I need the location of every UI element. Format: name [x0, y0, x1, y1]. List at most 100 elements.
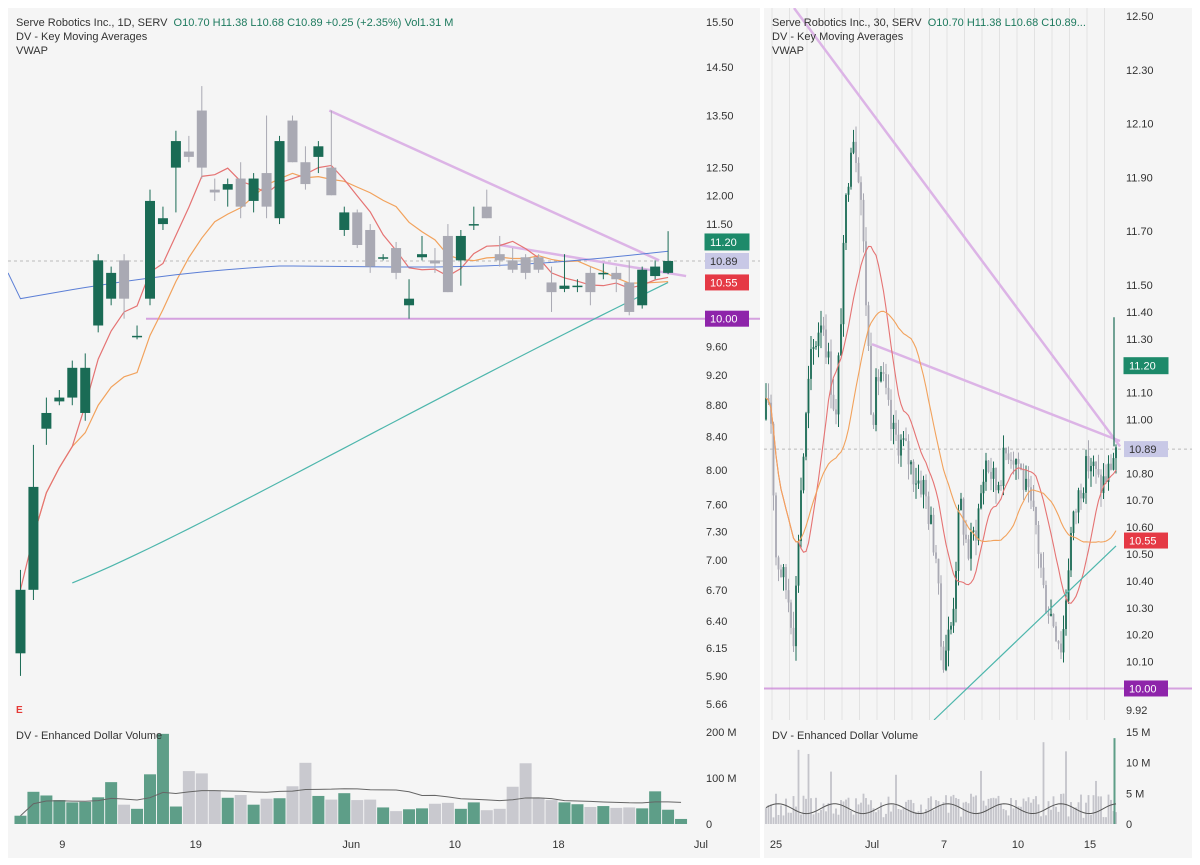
intraday-candle-body[interactable] [1092, 461, 1095, 466]
candle-body[interactable] [67, 367, 78, 398]
intraday-volume-bar[interactable] [902, 807, 905, 824]
candle-body[interactable] [494, 254, 505, 261]
intraday-candle-body[interactable] [860, 182, 862, 200]
intraday-candle-body[interactable] [1077, 490, 1080, 513]
intraday-candle-body[interactable] [912, 461, 915, 485]
intraday-candle-body[interactable] [890, 399, 892, 430]
intraday-candle-body[interactable] [895, 422, 897, 435]
intraday-volume-bar[interactable] [1055, 806, 1057, 824]
intraday-volume-bar[interactable] [1070, 802, 1072, 824]
intraday-candle-body[interactable] [1102, 476, 1105, 494]
candle-body[interactable] [533, 257, 544, 270]
intraday-candle-body[interactable] [1087, 456, 1090, 472]
intraday-volume-bar[interactable] [915, 812, 917, 824]
intraday-volume-bar[interactable] [767, 805, 770, 824]
intraday-volume-bar[interactable] [805, 798, 807, 824]
intraday-volume-bar[interactable] [1080, 794, 1082, 824]
intraday-volume-bar[interactable] [945, 795, 947, 824]
intraday-volume-bar[interactable] [827, 803, 830, 824]
candle-body[interactable] [663, 260, 674, 273]
candle-body[interactable] [287, 120, 298, 163]
volume-bar[interactable] [480, 810, 493, 824]
intraday-volume-bar[interactable] [895, 774, 897, 824]
intraday-volume-bar[interactable] [992, 797, 995, 824]
intraday-volume-bar[interactable] [1037, 804, 1040, 824]
intraday-volume-bar[interactable] [840, 800, 842, 824]
candle-body[interactable] [209, 189, 220, 193]
candle-body[interactable] [119, 260, 130, 299]
candle-body[interactable] [196, 110, 207, 168]
intraday-volume-bar[interactable] [972, 796, 975, 824]
volume-bar[interactable] [195, 773, 208, 824]
intraday-candle-body[interactable] [837, 355, 840, 415]
intraday-candle-body[interactable] [900, 439, 902, 456]
intraday-volume-bar[interactable] [990, 798, 992, 824]
intraday-volume-bar[interactable] [832, 813, 835, 824]
intraday-candle-body[interactable] [820, 325, 822, 333]
volume-bar[interactable] [636, 808, 649, 824]
intraday-volume-bar[interactable] [905, 801, 907, 824]
intraday-volume-bar[interactable] [790, 812, 792, 824]
daily-chart-panel[interactable]: 15.50 14.50 13.50 12.50 12.00 11.50 9.60 9.20 8.… [8, 8, 760, 858]
intraday-candle-body[interactable] [905, 438, 907, 442]
intraday-candle-body[interactable] [802, 456, 805, 491]
daily-price-tag-2[interactable] [705, 274, 749, 291]
volume-bar[interactable] [79, 801, 92, 824]
intraday-candle-body[interactable] [952, 608, 955, 626]
intraday-indicator-vwap[interactable]: VWAP [772, 45, 804, 57]
daily-price-tag-3[interactable] [705, 310, 749, 327]
candle-body[interactable] [170, 141, 181, 168]
intraday-candle-body[interactable] [825, 329, 827, 358]
volume-bar[interactable] [53, 800, 66, 824]
intraday-volume-bar[interactable] [1082, 817, 1085, 824]
intraday-candle-body[interactable] [997, 484, 1000, 491]
intraday-candle-body[interactable] [917, 480, 920, 484]
intraday-volume-bar[interactable] [837, 814, 840, 824]
intraday-volume-bar[interactable] [907, 799, 910, 824]
candle-body[interactable] [274, 141, 285, 219]
volume-bar[interactable] [247, 804, 260, 824]
volume-bar[interactable] [338, 793, 351, 824]
candle-body[interactable] [468, 224, 479, 226]
intraday-candle-body[interactable] [877, 377, 880, 382]
intraday-volume-bar[interactable] [1057, 811, 1060, 824]
intraday-candle-body[interactable] [970, 531, 972, 559]
intraday-candle-body[interactable] [1000, 484, 1002, 487]
candle-body[interactable] [261, 173, 272, 207]
intraday-candle-body[interactable] [812, 347, 815, 350]
intraday-volume-bar[interactable] [797, 749, 800, 824]
intraday-candle-body[interactable] [862, 199, 865, 242]
intraday-candle-body[interactable] [775, 495, 777, 558]
intraday-candle-body[interactable] [842, 242, 845, 325]
intraday-candle-body[interactable] [885, 374, 887, 388]
intraday-volume-bar[interactable] [880, 802, 882, 824]
intraday-volume-bar[interactable] [1092, 795, 1095, 824]
intraday-volume-bar[interactable] [847, 797, 850, 824]
intraday-volume-bar[interactable] [842, 801, 845, 824]
intraday-price-svg[interactable]: 12.50 12.30 12.10 11.90 11.70 11.50 11.40 11.30… [764, 8, 1192, 720]
ma-mid-line[interactable] [32, 172, 669, 537]
intraday-candle-body[interactable] [805, 413, 807, 457]
candle-body[interactable] [559, 285, 570, 289]
candle-body[interactable] [520, 257, 531, 273]
intraday-ma-fast-line[interactable] [765, 245, 1117, 604]
intraday-candle-body[interactable] [1005, 447, 1007, 454]
intraday-candle-body[interactable] [1002, 447, 1005, 487]
volume-bar[interactable] [234, 795, 247, 824]
intraday-candle-body[interactable] [840, 324, 842, 356]
intraday-price-pane[interactable]: 12.50 12.30 12.10 11.90 11.70 11.50 11.40 11.30… [764, 8, 1192, 720]
intraday-candle-body[interactable] [1107, 463, 1110, 483]
intraday-volume-bar[interactable] [810, 798, 812, 824]
candle-body[interactable] [365, 229, 376, 267]
intraday-candle-body[interactable] [845, 194, 847, 243]
intraday-volume-bar[interactable] [960, 816, 962, 824]
daily-indicator-vwap[interactable]: VWAP [16, 45, 48, 57]
intraday-volume-bar[interactable] [1007, 815, 1010, 824]
intraday-candle-body[interactable] [835, 409, 837, 415]
intraday-candle-body[interactable] [987, 460, 990, 472]
intraday-volume-bar[interactable] [1062, 793, 1065, 824]
intraday-candle-body[interactable] [817, 332, 820, 347]
intraday-volume-bar[interactable] [1032, 799, 1035, 824]
intraday-volume-bar[interactable] [787, 812, 790, 824]
intraday-volume-bar[interactable] [952, 794, 955, 824]
